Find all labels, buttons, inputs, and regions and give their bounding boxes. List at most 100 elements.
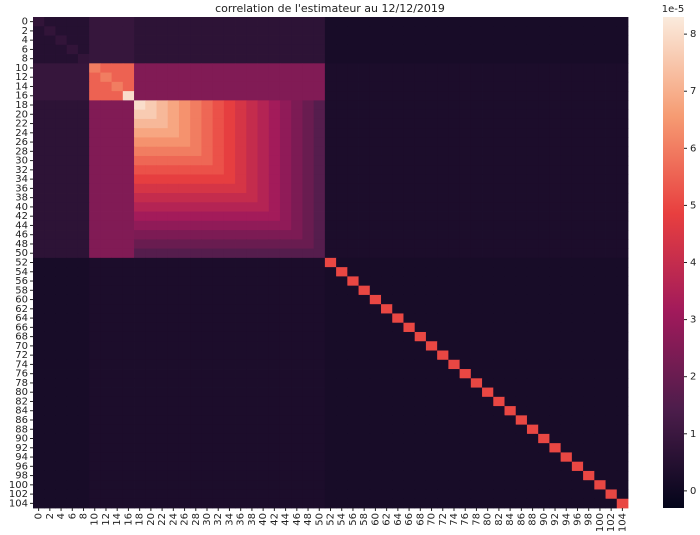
cell [594,304,606,314]
cell [302,155,315,166]
cell [571,211,584,222]
cell [493,118,505,129]
x-tick-label: 46 [292,513,303,526]
cell [246,220,258,231]
cell [437,118,449,129]
cell [246,313,258,324]
cell [336,44,348,55]
cell [145,359,157,370]
cell [246,433,258,444]
cell [504,443,517,453]
cell [167,44,180,55]
cell [560,276,573,287]
cell [100,220,112,231]
cell [279,211,292,222]
cell [324,294,337,305]
cell [392,470,404,481]
x-tick-label: 48 [303,513,314,526]
cell [44,396,56,407]
cell [515,257,528,268]
cell [605,452,618,463]
cell [313,239,326,250]
cell [257,378,270,388]
cell [392,26,404,36]
cell [100,109,112,120]
cell [583,248,595,259]
cell [246,202,258,212]
cell [77,461,90,472]
cell [122,211,135,222]
cell [145,54,157,64]
cell [493,304,505,314]
cell [571,341,584,351]
cell [504,109,517,120]
cell [403,17,416,27]
cell [201,174,214,185]
cell [392,443,404,453]
y-tick-label: 88 [15,424,28,435]
cell [302,72,315,83]
cell [381,100,393,111]
cell [616,424,629,435]
cell [145,63,157,73]
cell [235,128,247,138]
cell [369,406,382,416]
cell [77,470,90,481]
cell [291,470,303,481]
cell [369,387,382,398]
cell [515,452,528,463]
x-tick-label: 0 [34,513,45,519]
cell [448,433,461,444]
cell [178,137,191,148]
cell [616,285,629,296]
cell [246,165,258,175]
cell [212,248,225,259]
cell [560,174,573,185]
cell [89,257,101,268]
cell [324,63,337,73]
cell [560,313,573,324]
cell [178,100,191,111]
cell [89,248,101,259]
cell [369,350,382,361]
cell [616,165,629,175]
cell [571,239,584,250]
cell [268,480,281,490]
cell [324,461,337,472]
cell [89,378,101,388]
cell [167,341,180,351]
cell [279,54,292,64]
cell [425,276,438,287]
cell [538,91,550,101]
x-tick-label: 54 [337,513,348,526]
cell [437,230,449,240]
cell [122,452,135,463]
cell [538,165,550,175]
cell [246,118,258,129]
x-tick-label: 44 [281,513,292,526]
cell [190,489,202,500]
cell [336,350,348,361]
cell [167,489,180,500]
cell [425,415,438,426]
cell [111,443,124,453]
cell [482,248,494,259]
cell [482,406,494,416]
cell [336,174,348,185]
cell [167,415,180,426]
cell [111,63,124,73]
cell [448,267,461,277]
y-tick-label: 86 [15,415,28,426]
x-tick-label: 26 [180,513,191,526]
cell [605,17,618,27]
cell [145,406,157,416]
cell [425,267,438,277]
cell [122,341,135,351]
cell [560,489,573,500]
cell [448,118,461,129]
cell [403,424,416,435]
cell [44,433,56,444]
cell [246,63,258,73]
cell [403,26,416,36]
cell [381,128,393,138]
